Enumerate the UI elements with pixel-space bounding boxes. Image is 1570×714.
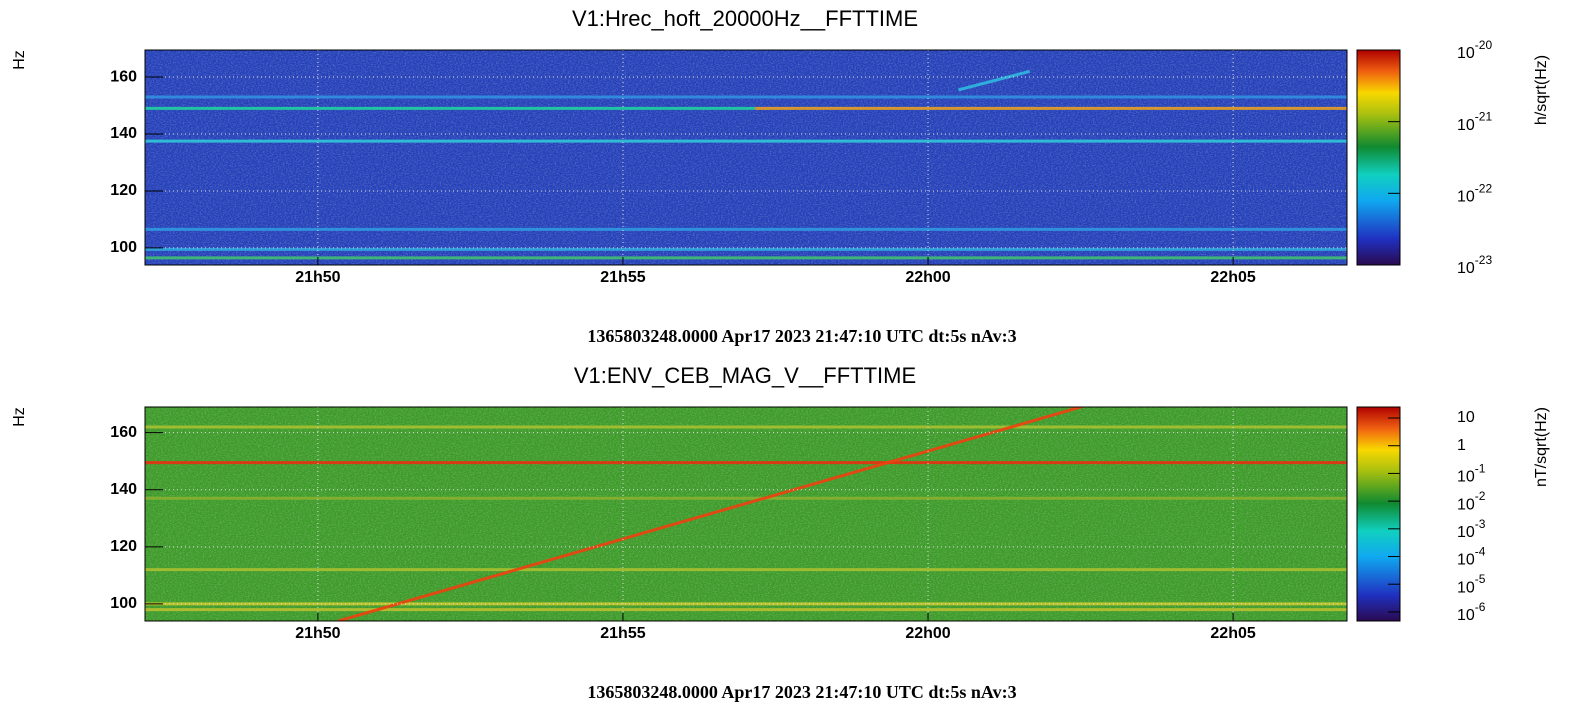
x-tick-label: 21h50	[295, 269, 340, 286]
y-axis-label: Hz	[11, 50, 28, 70]
colorbar	[1356, 406, 1401, 622]
colorbar-tick-exponent: -22	[1475, 182, 1493, 196]
colorbar-label: nT/sqrt(Hz)	[1533, 407, 1550, 487]
colorbar-tick-exponent: -6	[1475, 600, 1486, 614]
chart-title: V1:Hrec_hoft_20000Hz__FFTTIME	[572, 6, 918, 31]
colorbar-tick-label: 10-21	[1457, 110, 1492, 134]
x-tick-label: 22h00	[905, 269, 950, 286]
colorbar-tick-label: 10-4	[1457, 545, 1486, 569]
track	[337, 407, 1087, 621]
y-tick-label: 120	[110, 182, 137, 199]
tracks	[145, 69, 1347, 260]
x-tick-label: 21h50	[295, 625, 340, 642]
track	[958, 69, 1031, 92]
chart-title: V1:ENV_CEB_MAG_V__FFTTIME	[574, 363, 916, 388]
plot-frame	[144, 406, 1348, 622]
colorbar-label: h/sqrt(Hz)	[1533, 55, 1550, 125]
y-axis-label: Hz	[11, 407, 28, 427]
x-tick-label: 22h00	[905, 625, 950, 642]
colorbar-tick-label: 10-23	[1457, 253, 1492, 277]
colorbar-tick-label: 10-3	[1457, 517, 1486, 541]
colorbar-tick-label: 1	[1457, 437, 1466, 454]
colorbar-tick-exponent: -4	[1475, 545, 1486, 559]
colorbar-tick-exponent: -5	[1475, 572, 1486, 586]
x-tick-label: 22h05	[1210, 625, 1255, 642]
footer: 1365803248.0000 Apr17 2023 21:47:10 UTC …	[587, 682, 1016, 702]
x-tick-label: 22h05	[1210, 269, 1255, 286]
y-tick-label: 100	[110, 239, 137, 256]
y-tick-label: 100	[110, 595, 137, 612]
colorbar-tick-label: 10-2	[1457, 489, 1486, 513]
colorbar-tick-label: 10	[1457, 409, 1475, 426]
y-tick-label: 160	[110, 424, 137, 441]
noise	[145, 50, 1347, 265]
colorbar	[1356, 49, 1401, 266]
x-tick-label: 21h55	[600, 625, 645, 642]
colorbar-tick-label: 10-20	[1457, 38, 1492, 62]
y-tick-label: 160	[110, 68, 137, 85]
colorbar-tick-label: 10-22	[1457, 182, 1492, 206]
footer: 1365803248.0000 Apr17 2023 21:47:10 UTC …	[587, 326, 1016, 346]
y-tick-label: 120	[110, 538, 137, 555]
noise	[145, 407, 1347, 621]
x-tick-label: 21h55	[600, 269, 645, 286]
colorbar-tick-label: 10-5	[1457, 572, 1486, 596]
colorbar-tick-exponent: -3	[1475, 517, 1486, 531]
y-tick-label: 140	[110, 125, 137, 142]
tracks	[145, 407, 1347, 621]
plot-frame	[144, 49, 1348, 266]
y-tick-label: 140	[110, 481, 137, 498]
colorbar-tick-exponent: -20	[1475, 38, 1493, 52]
colorbar-tick-exponent: -1	[1475, 462, 1486, 476]
colorbar-tick-exponent: -2	[1475, 489, 1486, 503]
colorbar-tick-exponent: -23	[1475, 253, 1493, 267]
colorbar-tick-exponent: -21	[1475, 110, 1493, 124]
colorbar-tick-label: 10-6	[1457, 600, 1486, 624]
colorbar-tick-label: 10-1	[1457, 462, 1486, 486]
